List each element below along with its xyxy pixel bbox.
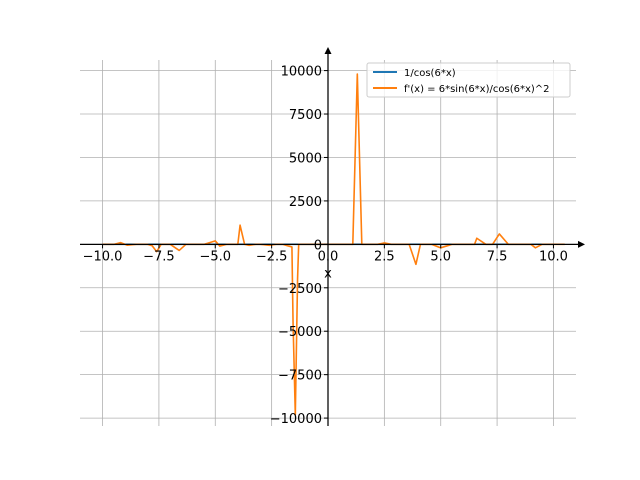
y-tick-label: 2500 (289, 195, 322, 210)
y-tick-label: 10000 (281, 65, 322, 80)
y-tick-label: 7500 (289, 108, 322, 123)
x-tick-label: 10.0 (539, 249, 568, 264)
y-tick-label: 5000 (289, 151, 322, 166)
x-tick-label: −5.0 (199, 249, 231, 264)
x-tick-label: 7.5 (487, 249, 508, 264)
x-tick-label: 2.5 (374, 249, 395, 264)
legend-box (366, 62, 571, 98)
x-tick-label: −7.5 (143, 249, 175, 264)
x-axis-label: x (324, 266, 332, 281)
x-tick-label: −10.0 (83, 249, 123, 264)
x-axis-arrow (578, 240, 585, 248)
y-axis-arrow (324, 47, 332, 54)
y-tick-label: −7500 (278, 369, 322, 384)
x-tick-label: 5.0 (430, 249, 451, 264)
x-tick-label: 0.0 (318, 249, 339, 264)
y-tick-label: −2500 (278, 282, 322, 297)
legend: 1/cos(6*x) f'(x) = 6*sin(6*x)/cos(6*x)^2 (366, 62, 571, 98)
y-tick-label: −5000 (278, 325, 322, 340)
legend-label-series-2: f'(x) = 6*sin(6*x)/cos(6*x)^2 (404, 84, 550, 95)
legend-label-series-1: 1/cos(6*x) (404, 68, 456, 79)
tick-labels: −10.0 −7.5 −5.0 −2.5 0.0 2.5 5.0 7.5 10.0 −10000 −… (83, 65, 568, 428)
y-tick-label: −10000 (270, 412, 322, 427)
x-tick-label: −2.5 (256, 249, 288, 264)
y-tick-label: 0 (314, 238, 322, 253)
